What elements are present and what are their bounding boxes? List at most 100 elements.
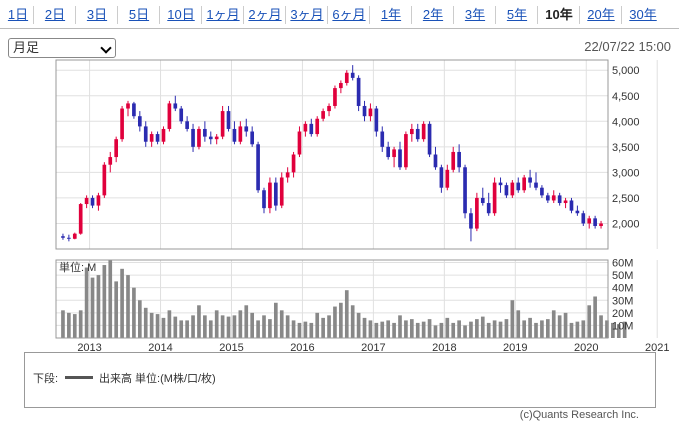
tab-separator (579, 6, 580, 24)
candle-body (563, 200, 568, 204)
candle (173, 95, 178, 112)
candle (84, 195, 89, 209)
volume-bar (132, 287, 136, 338)
volume-bar (268, 319, 272, 338)
x-tick-label: 2014 (148, 342, 172, 352)
volume-bar (480, 316, 485, 338)
candle-body (191, 128, 195, 147)
volume-bar (84, 267, 89, 338)
candle-body (137, 116, 142, 127)
candle-body (398, 149, 402, 168)
candle-body (457, 151, 461, 168)
candle (279, 172, 284, 209)
candle (96, 192, 101, 211)
volume-bar (309, 322, 314, 338)
candle (557, 192, 562, 206)
candle-body (226, 111, 231, 129)
tab-12[interactable]: 5年 (506, 7, 528, 22)
candle-body (415, 128, 420, 140)
candle (285, 167, 290, 183)
candle (398, 141, 402, 170)
candle-body (409, 128, 414, 135)
tab-1[interactable]: 2日 (44, 7, 66, 22)
candle (61, 233, 65, 240)
candle-body (433, 154, 438, 168)
candle (203, 121, 207, 142)
tab-10[interactable]: 2年 (422, 7, 444, 22)
candle (67, 234, 71, 242)
candle (273, 177, 278, 211)
candle (386, 141, 391, 160)
tab-2[interactable]: 3日 (86, 7, 108, 22)
legend-prefix: 下段: (33, 373, 59, 385)
volume-bar (386, 320, 391, 338)
tab-3[interactable]: 5日 (128, 7, 150, 22)
candle-period-select[interactable]: 月足 (8, 38, 116, 58)
volume-bar (545, 319, 550, 338)
x-tick-label: 2018 (432, 342, 456, 352)
candle-body (102, 164, 107, 196)
volume-bar (463, 325, 467, 338)
volume-bar (344, 290, 349, 338)
candle-body (220, 111, 225, 137)
x-tick-label: 2017 (361, 342, 385, 352)
candle-body (575, 210, 580, 214)
candle (137, 111, 142, 132)
candle-body (161, 128, 166, 142)
tab-separator (495, 6, 496, 24)
candle (492, 177, 497, 216)
candle (433, 146, 438, 170)
tab-4[interactable]: 10日 (167, 7, 195, 22)
tab-14[interactable]: 20年 (587, 7, 615, 22)
candle (516, 177, 521, 193)
candle-body (492, 182, 497, 214)
volume-bar (439, 322, 444, 338)
volume-bar (611, 322, 615, 338)
candle (309, 118, 314, 137)
volume-bar (244, 305, 249, 338)
volume-bar (551, 310, 556, 338)
candle-body (528, 177, 532, 183)
volume-bar (516, 310, 521, 338)
x-tick-label: 2015 (219, 342, 243, 352)
candle-body (421, 123, 426, 140)
candle-body (250, 131, 255, 145)
volume-bar (143, 307, 148, 338)
candle-body (72, 233, 77, 239)
volume-bar (433, 325, 438, 338)
tab-5[interactable]: 1ヶ月 (206, 7, 240, 22)
tab-separator (159, 6, 160, 24)
candle-body (285, 172, 290, 178)
tab-15[interactable]: 30年 (629, 7, 657, 22)
candle (244, 118, 249, 137)
candle-body (386, 146, 391, 158)
tab-6[interactable]: 2ヶ月 (248, 7, 282, 22)
volume-bar (273, 302, 278, 338)
tab-11[interactable]: 3年 (464, 7, 486, 22)
tab-0[interactable]: 1日 (7, 7, 29, 22)
volume-bar (149, 312, 154, 338)
volume-bar (581, 320, 586, 338)
candle (451, 146, 456, 173)
volume-bar (445, 317, 450, 338)
volume-bar (368, 320, 373, 338)
price-timestamp: 22/07/22 15:00 (584, 39, 671, 54)
tab-9[interactable]: 1年 (380, 7, 402, 22)
tab-separator (411, 6, 412, 24)
candle (72, 232, 77, 240)
candle-body (297, 131, 302, 155)
candle (415, 123, 420, 142)
volume-bar (350, 305, 355, 338)
volume-bar (392, 322, 396, 338)
volume-tick-label: 40M (612, 283, 633, 295)
tab-13[interactable]: 10年 (545, 7, 573, 22)
tab-7[interactable]: 3ヶ月 (290, 7, 324, 22)
candle (480, 187, 485, 206)
price-plot-frame (55, 59, 609, 250)
candle-period-value: 月足 (13, 40, 40, 55)
candle-body (374, 108, 379, 132)
volume-bar (173, 316, 178, 338)
candle-body (315, 118, 320, 135)
tab-8[interactable]: 6ヶ月 (332, 7, 366, 22)
